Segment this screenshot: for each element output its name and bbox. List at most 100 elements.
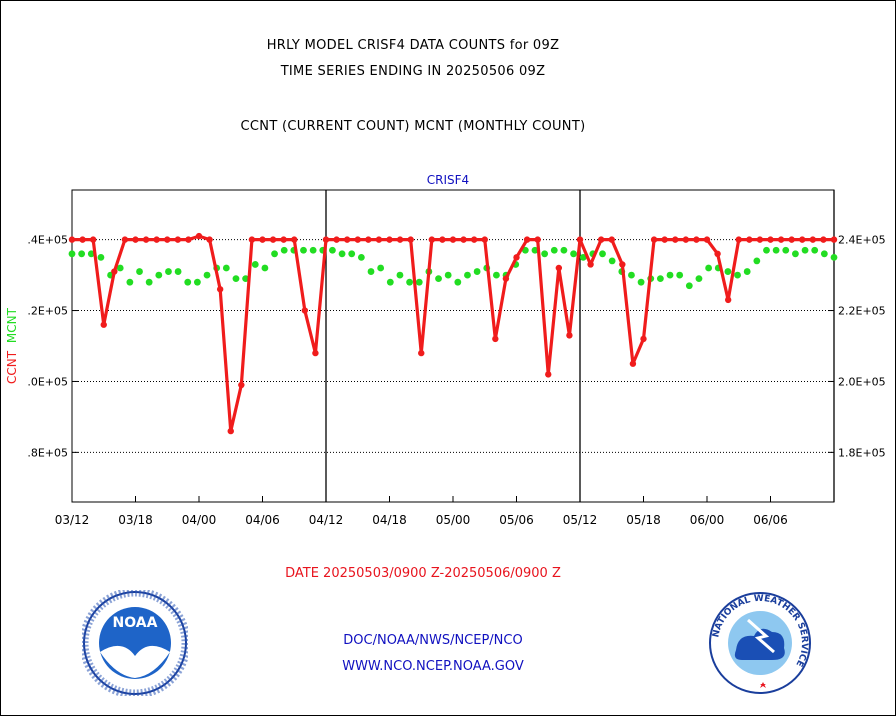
- data-point-mcnt: [242, 275, 250, 283]
- x-tick-label: 05/00: [436, 513, 471, 527]
- data-point-ccnt: [555, 264, 563, 272]
- data-point-ccnt: [89, 236, 97, 243]
- data-point-ccnt: [153, 236, 160, 243]
- data-point-ccnt: [724, 296, 732, 304]
- data-point-mcnt: [396, 271, 404, 279]
- data-point-mcnt: [763, 246, 770, 254]
- data-point-ccnt: [259, 236, 266, 243]
- website-link[interactable]: WWW.NCO.NCEP.NOAA.GOV: [342, 659, 524, 674]
- data-point-ccnt: [121, 236, 129, 243]
- y-axis-label-ccnt: CCNT: [5, 350, 19, 384]
- data-point-ccnt: [756, 236, 764, 243]
- data-point-ccnt: [185, 236, 192, 243]
- data-point-ccnt: [809, 236, 817, 243]
- data-point-ccnt: [661, 236, 668, 243]
- data-point-mcnt: [357, 253, 365, 261]
- data-point-mcnt: [444, 271, 452, 279]
- data-point-mcnt: [570, 250, 577, 258]
- data-point-ccnt: [111, 268, 118, 275]
- data-point-ccnt: [343, 236, 351, 243]
- data-point-mcnt: [136, 268, 143, 275]
- data-point-ccnt: [481, 236, 488, 243]
- data-point-ccnt: [460, 236, 467, 243]
- data-point-mcnt: [271, 250, 278, 258]
- date-range-label: DATE 20250503/0900 Z-20250506/0900 Z: [285, 566, 561, 581]
- y-axis-label-mcnt: MCNT: [5, 307, 19, 343]
- y-tick-label-right: 2.2E+05: [838, 305, 886, 318]
- org-path-link[interactable]: DOC/NOAA/NWS/NCEP/NCO: [343, 633, 523, 648]
- data-point-ccnt: [174, 236, 182, 243]
- x-tick-label: 05/12: [563, 513, 598, 527]
- data-point-mcnt: [772, 246, 780, 254]
- data-point-mcnt: [608, 257, 616, 265]
- data-point-ccnt: [608, 236, 615, 243]
- data-point-mcnt: [386, 278, 394, 286]
- data-point-mcnt: [628, 271, 635, 279]
- data-point-mcnt: [656, 275, 664, 283]
- data-point-ccnt: [291, 236, 298, 243]
- data-point-ccnt: [714, 250, 721, 258]
- data-point-mcnt: [435, 275, 442, 283]
- data-point-mcnt: [155, 271, 163, 279]
- data-point-mcnt: [464, 271, 471, 279]
- data-point-mcnt: [338, 250, 346, 258]
- data-point-mcnt: [348, 250, 356, 258]
- data-point-mcnt: [724, 268, 732, 275]
- data-point-ccnt: [566, 332, 573, 339]
- data-point-mcnt: [599, 250, 606, 258]
- x-tick-label: 06/00: [690, 513, 725, 527]
- data-point-ccnt: [619, 261, 626, 268]
- data-point-mcnt: [685, 282, 693, 290]
- data-point-mcnt: [521, 246, 529, 254]
- y-tick-label-right: 2.0E+05: [838, 375, 886, 388]
- data-point-ccnt: [523, 236, 531, 243]
- data-point-ccnt: [534, 236, 541, 243]
- data-point-ccnt: [703, 236, 711, 243]
- data-point-mcnt: [531, 246, 539, 254]
- data-point-ccnt: [206, 236, 213, 243]
- data-point-ccnt: [587, 261, 594, 268]
- data-point-ccnt: [132, 236, 139, 243]
- x-tick-label: 04/12: [309, 513, 344, 527]
- data-point-mcnt: [734, 271, 741, 279]
- x-tick-label: 03/12: [55, 513, 90, 527]
- data-point-mcnt: [232, 275, 240, 283]
- data-point-mcnt: [782, 246, 790, 254]
- data-point-ccnt: [164, 236, 171, 243]
- data-point-ccnt: [449, 236, 457, 243]
- data-point-mcnt: [830, 253, 838, 261]
- data-point-ccnt: [502, 275, 510, 282]
- data-point-mcnt: [753, 257, 761, 265]
- data-point-mcnt: [97, 253, 105, 261]
- x-tick-label: 05/06: [499, 513, 534, 527]
- y-tick-label-right: 1.8E+05: [838, 446, 886, 459]
- data-point-mcnt: [666, 271, 674, 279]
- data-point-ccnt: [820, 236, 827, 243]
- data-point-ccnt: [386, 236, 393, 243]
- data-point-ccnt: [439, 236, 446, 243]
- data-point-ccnt: [142, 236, 150, 243]
- data-point-mcnt: [222, 264, 230, 272]
- data-point-ccnt: [545, 371, 552, 378]
- data-point-ccnt: [576, 236, 584, 243]
- data-point-mcnt: [560, 246, 568, 254]
- data-point-ccnt: [269, 236, 277, 243]
- data-point-mcnt: [309, 246, 317, 254]
- data-point-mcnt: [406, 278, 413, 286]
- data-point-ccnt: [629, 360, 637, 367]
- data-point-ccnt: [767, 236, 774, 243]
- series-layer: [68, 232, 838, 435]
- data-point-mcnt: [367, 268, 375, 275]
- data-point-ccnt: [428, 236, 436, 243]
- data-point-ccnt: [301, 307, 309, 314]
- data-point-mcnt: [695, 275, 703, 283]
- data-point-ccnt: [640, 335, 647, 343]
- data-point-ccnt: [280, 236, 287, 243]
- data-point-ccnt: [746, 236, 753, 243]
- data-point-ccnt: [492, 335, 499, 343]
- nws-logo: NATIONAL WEATHER SERVICE: [709, 592, 811, 694]
- x-tick-label: 06/06: [753, 513, 788, 527]
- data-point-mcnt: [676, 271, 684, 279]
- plot-title: CRISF4: [427, 173, 469, 187]
- data-point-mcnt: [454, 278, 462, 286]
